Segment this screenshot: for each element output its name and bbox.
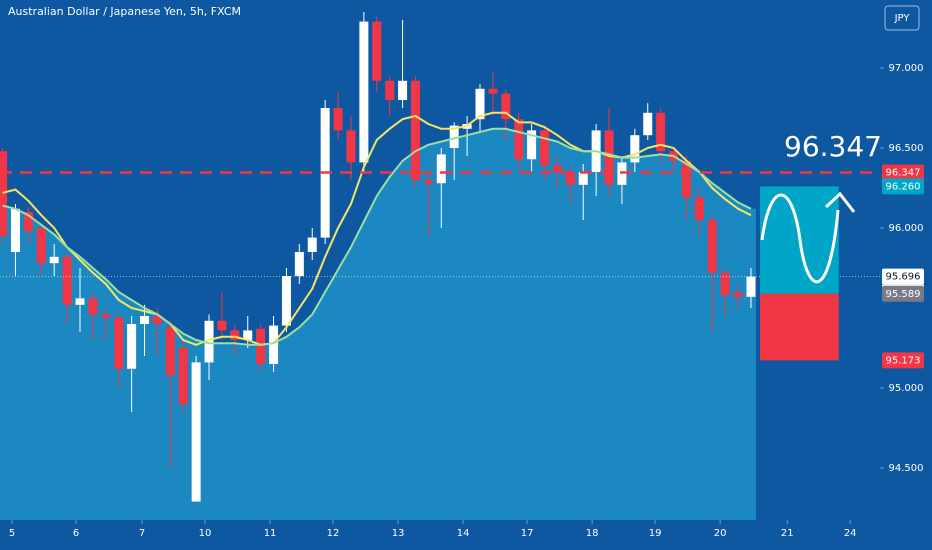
x-tick-label: 21	[781, 528, 794, 539]
candle-body	[746, 276, 756, 297]
y-tick-label: 96.000	[889, 223, 924, 234]
candle-body	[10, 208, 20, 252]
candle-body	[604, 130, 614, 185]
candle-body	[552, 165, 562, 172]
candle-body	[269, 325, 279, 364]
candle-body	[733, 292, 743, 297]
candle-body	[694, 197, 704, 220]
candle-body	[114, 317, 124, 369]
price-tag	[882, 352, 924, 369]
price-tag-label: 96.260	[886, 181, 921, 192]
x-tick-label: 24	[844, 528, 857, 539]
candle-body	[243, 330, 253, 340]
ma-area	[0, 128, 756, 521]
x-tick-label: 5	[9, 528, 15, 539]
candle-body	[540, 130, 550, 166]
x-tick-label: 11	[264, 528, 277, 539]
candle-body	[707, 220, 717, 273]
price-tag-label: 95.173	[886, 355, 921, 366]
candle-body	[423, 180, 433, 184]
candle-body	[140, 316, 150, 324]
price-annotation: 96.347	[784, 130, 882, 163]
candle-body	[501, 93, 511, 120]
price-tag	[882, 268, 924, 285]
moving-average	[2, 111, 752, 346]
x-tick-label: 13	[392, 528, 405, 539]
y-tick-label: 96.500	[889, 143, 924, 154]
loss-zone	[760, 293, 839, 361]
candle-body	[307, 237, 317, 252]
price-tag	[882, 285, 924, 302]
price-tag	[882, 164, 924, 181]
x-tick-label: 17	[521, 528, 534, 539]
candle-body	[398, 80, 408, 100]
candle-body	[475, 88, 485, 120]
candle-body	[230, 330, 240, 340]
candle-body	[410, 80, 420, 180]
candle-body	[23, 212, 33, 232]
candle-body	[436, 154, 446, 184]
x-tick-label: 14	[457, 528, 470, 539]
candle-body	[294, 252, 304, 276]
moving-average	[2, 127, 752, 346]
currency[interactable]: JPY	[894, 13, 911, 24]
currency-box[interactable]	[884, 5, 920, 31]
forecast-arrow	[760, 191, 856, 284]
candle-body	[720, 272, 730, 296]
price-tag	[882, 178, 924, 195]
candle-body	[681, 160, 691, 198]
x-tick-label: 12	[327, 528, 340, 539]
candle-body	[565, 172, 575, 185]
candle-body	[62, 256, 72, 305]
plot	[0, 12, 884, 524]
candle-body	[578, 172, 588, 185]
candle-body	[527, 130, 537, 160]
candle-body	[488, 88, 498, 94]
candle-body	[333, 108, 343, 131]
x-tick-label: 6	[73, 528, 79, 539]
candle-body	[643, 112, 653, 136]
candle-body	[514, 119, 524, 160]
candle-body	[0, 151, 8, 236]
x-tick-label: 7	[139, 528, 145, 539]
candle-body	[204, 320, 214, 363]
candle-body	[101, 314, 111, 318]
candle-body	[217, 320, 227, 331]
candle-body	[36, 228, 46, 264]
candle-body	[372, 21, 382, 81]
candle-body	[88, 298, 98, 315]
candle-body	[281, 276, 291, 326]
candle-body	[385, 80, 395, 100]
candle-body	[152, 316, 162, 324]
candle-body	[630, 135, 640, 163]
x-tick-label: 19	[649, 528, 662, 539]
candle-body	[359, 21, 369, 163]
price-tag-label: 95.589	[886, 289, 921, 300]
chart-title: Australian Dollar / Japanese Yen, 5h, FX…	[8, 5, 241, 18]
candle-body	[49, 256, 59, 264]
candle-body	[191, 362, 201, 502]
candle-body	[165, 327, 175, 376]
x-tick-label: 18	[586, 528, 599, 539]
y-tick-label: 97.000	[889, 63, 924, 74]
candle-body	[449, 125, 459, 148]
y-tick-label: 94.500	[889, 463, 924, 474]
y-tick-label: 95.000	[889, 383, 924, 394]
x-tick-label: 20	[714, 528, 727, 539]
candle-body	[256, 328, 266, 364]
candle-body	[75, 298, 85, 305]
candle-body	[178, 348, 188, 404]
price-tag-label: 96.347	[886, 167, 921, 178]
x-tick-label: 10	[199, 528, 212, 539]
candle-body	[656, 112, 666, 152]
price-tag-label: 95.696	[886, 272, 921, 283]
candle-body	[127, 324, 137, 369]
candle-body	[346, 130, 356, 163]
